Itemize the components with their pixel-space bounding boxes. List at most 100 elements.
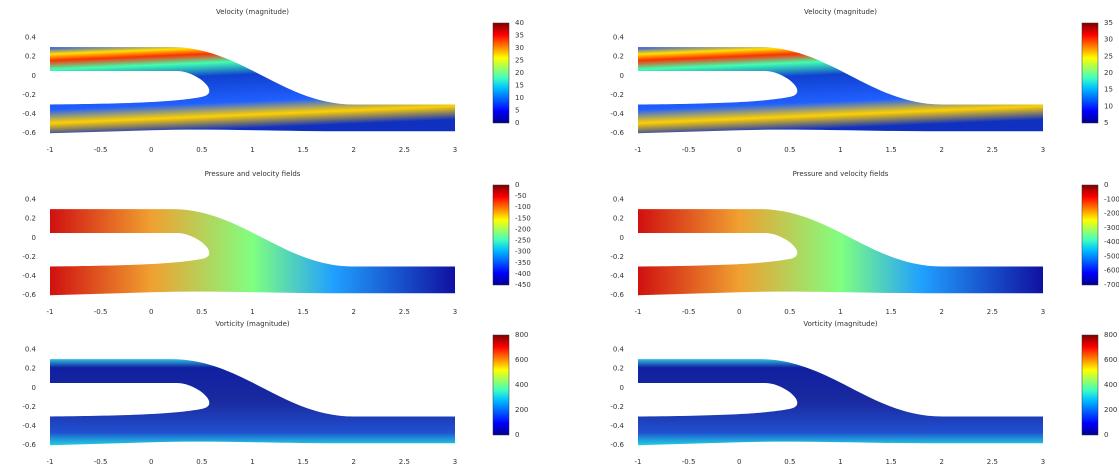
y-tick-label: 0.2: [25, 215, 36, 223]
x-tick-label: 1: [838, 458, 842, 466]
colorbar-tick-label: 800: [1104, 331, 1117, 339]
x-tick-label: 3: [1041, 458, 1045, 466]
y-tick-label: -0.4: [22, 272, 36, 280]
colorbar-tick-label: 10: [515, 94, 524, 102]
x-tick-label: 0: [737, 308, 741, 316]
colorbar-tick-label: 30: [515, 44, 524, 52]
x-tick-label: 3: [1041, 146, 1045, 154]
x-tick-label: 2.5: [399, 146, 410, 154]
x-tick-label: 0: [149, 146, 153, 154]
y-tick-label: -0.6: [610, 129, 624, 137]
x-tick-label: 1: [250, 146, 254, 154]
y-tick-label: -0.6: [610, 441, 624, 449]
flow-domain: [50, 209, 455, 296]
x-tick-label: 0: [737, 458, 741, 466]
colorbar-tick-label: 0: [515, 181, 519, 189]
obstacle: [50, 233, 210, 267]
colorbar-tick-label: 0: [515, 119, 519, 127]
y-tick-label: 0: [620, 234, 624, 242]
x-tick-label: -1: [47, 146, 54, 154]
y-tick-label: 0.2: [25, 365, 36, 373]
y-tick-label: -0.6: [610, 291, 624, 299]
panel-title: Velocity (magnitude): [216, 8, 289, 16]
colorbar-tick-label: 800: [515, 331, 528, 339]
x-tick-label: 2.5: [987, 458, 998, 466]
flow-domain: [638, 359, 1043, 446]
panel-title: Pressure and velocity fields: [793, 170, 889, 178]
x-tick-label: -1: [47, 458, 54, 466]
colorbar-tick-label: 0: [1104, 431, 1108, 439]
panel-title: Vorticity (magnitude): [803, 320, 878, 328]
colorbar-tick-label: -500: [1104, 252, 1119, 260]
colorbar-tick-label: 400: [1104, 381, 1117, 389]
y-tick-label: -0.4: [22, 422, 36, 430]
x-tick-label: -0.5: [94, 458, 108, 466]
y-tick-label: -0.2: [610, 91, 624, 99]
x-tick-label: 2: [940, 308, 944, 316]
x-tick-label: 3: [453, 458, 457, 466]
obstacle: [50, 71, 210, 105]
y-tick-label: 0.4: [25, 34, 37, 42]
colorbar-tick-label: 0: [515, 431, 519, 439]
y-tick-label: -0.6: [22, 441, 36, 449]
colorbar-tick-label: -250: [515, 237, 531, 245]
y-tick-label: 0.2: [613, 53, 624, 61]
x-tick-label: -1: [47, 308, 54, 316]
colorbar-tick-label: 25: [1104, 52, 1113, 60]
x-tick-label: 2: [352, 458, 356, 466]
x-tick-label: 2.5: [987, 308, 998, 316]
colorbar-tick-label: -600: [1104, 267, 1119, 275]
colorbar-tick-label: -200: [515, 225, 531, 233]
colorbar-tick-label: -300: [515, 248, 531, 256]
x-tick-label: 3: [453, 146, 457, 154]
x-tick-label: 1.5: [886, 458, 897, 466]
colorbar-tick-label: 25: [515, 57, 524, 65]
colorbar: [492, 334, 510, 436]
colorbar-tick-label: 200: [1104, 406, 1117, 414]
flow-domain: [50, 359, 455, 446]
x-tick-label: 0.5: [784, 458, 795, 466]
y-tick-label: 0: [32, 384, 36, 392]
obstacle: [638, 383, 798, 417]
colorbar-tick-label: -700: [1104, 281, 1119, 289]
x-tick-label: 2: [940, 146, 944, 154]
colorbar-tick-label: 600: [1104, 356, 1117, 364]
colorbar-tick-label: 40: [515, 19, 524, 27]
colorbar-tick-label: 200: [515, 406, 528, 414]
x-tick-label: 2.5: [987, 146, 998, 154]
x-tick-label: 3: [1041, 308, 1045, 316]
obstacle: [638, 71, 798, 105]
x-tick-label: 1: [250, 458, 254, 466]
panel-title: Velocity (magnitude): [804, 8, 877, 16]
colorbar-tick-label: 35: [515, 32, 524, 40]
x-tick-label: 0: [737, 146, 741, 154]
colorbar: [1081, 334, 1099, 436]
x-tick-label: 2: [940, 458, 944, 466]
x-tick-label: 0.5: [196, 146, 207, 154]
y-tick-label: 0.4: [25, 196, 37, 204]
colorbar: [1081, 22, 1099, 124]
colorbar-tick-label: -400: [1104, 238, 1119, 246]
x-tick-label: 0: [149, 458, 153, 466]
x-tick-label: 3: [453, 308, 457, 316]
colorbar-tick-label: 10: [1104, 102, 1113, 110]
y-tick-label: -0.2: [22, 403, 36, 411]
colorbar: [492, 22, 510, 124]
y-tick-label: 0.2: [25, 53, 36, 61]
x-tick-label: 0.5: [196, 458, 207, 466]
colorbar-tick-label: -350: [515, 259, 531, 267]
colorbar-tick-label: 5: [1104, 119, 1108, 127]
obstacle: [638, 233, 798, 267]
colorbar-tick-label: 35: [1104, 19, 1113, 27]
colorbar-tick-label: 20: [1104, 69, 1113, 77]
x-tick-label: -0.5: [94, 308, 108, 316]
y-tick-label: 0.2: [613, 365, 624, 373]
colorbar: [492, 184, 510, 286]
y-tick-label: 0.4: [613, 196, 625, 204]
colorbar: [1081, 184, 1099, 286]
y-tick-label: 0: [620, 72, 624, 80]
x-tick-label: 1.5: [298, 458, 309, 466]
x-tick-label: 0.5: [784, 146, 795, 154]
colorbar-tick-label: -150: [515, 214, 531, 222]
